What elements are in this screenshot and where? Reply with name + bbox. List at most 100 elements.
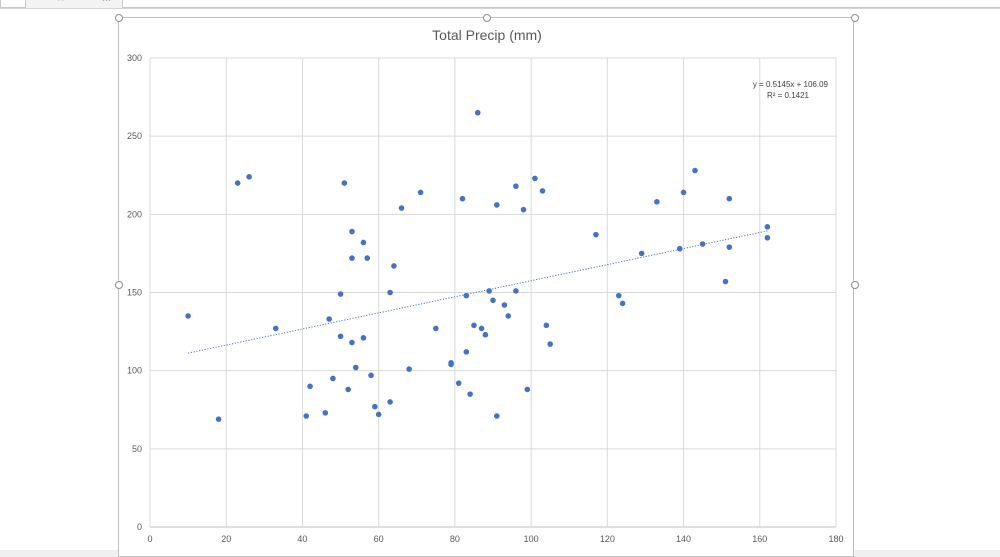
x-tick-label: 20 — [221, 534, 231, 544]
data-point — [337, 333, 344, 340]
resize-handle-top-right[interactable] — [851, 14, 859, 22]
data-point — [185, 313, 191, 319]
data-point — [494, 202, 500, 208]
x-tick-label: 60 — [374, 534, 384, 544]
resize-handle-right[interactable] — [851, 281, 859, 289]
data-point — [699, 241, 706, 247]
y-tick-label: 150 — [127, 288, 142, 298]
data-point — [593, 231, 599, 238]
data-point — [471, 322, 477, 329]
data-point — [482, 331, 489, 338]
data-point — [726, 244, 733, 250]
cancel-icon[interactable]: × — [57, 0, 65, 4]
data-point — [474, 109, 481, 116]
formula-bar: × ✓ fx — [0, 0, 1000, 9]
data-point — [638, 250, 645, 257]
data-point — [455, 380, 462, 386]
data-point — [463, 349, 470, 355]
data-point — [722, 278, 729, 285]
data-point — [349, 228, 355, 235]
data-point — [513, 288, 519, 294]
data-point — [372, 403, 378, 410]
data-point — [375, 411, 382, 418]
y-tick-label: 200 — [127, 209, 142, 219]
data-point — [524, 386, 531, 393]
data-point — [543, 322, 550, 329]
data-point — [272, 325, 279, 332]
data-point — [547, 341, 553, 347]
data-point — [406, 366, 412, 372]
x-tick-label: 180 — [828, 534, 843, 544]
data-point — [726, 195, 733, 202]
x-tick-label: 40 — [297, 534, 307, 544]
data-point — [539, 188, 546, 194]
data-point — [307, 383, 313, 390]
data-point — [463, 292, 470, 299]
data-point — [341, 180, 348, 186]
data-point — [368, 372, 374, 379]
data-point — [532, 175, 538, 182]
name-box[interactable] — [0, 0, 26, 8]
data-point — [467, 391, 473, 397]
y-tick-label: 300 — [127, 53, 142, 63]
y-tick-label: 100 — [127, 366, 142, 376]
x-tick-label: 160 — [752, 534, 767, 544]
data-point — [330, 375, 336, 382]
data-point — [398, 205, 405, 211]
data-point — [486, 288, 492, 294]
data-point — [215, 416, 222, 422]
data-point — [513, 183, 519, 189]
data-point — [764, 224, 771, 230]
data-point — [246, 174, 252, 180]
trendline — [188, 230, 768, 354]
data-point — [654, 199, 660, 205]
data-point — [360, 239, 367, 246]
data-point — [303, 413, 310, 419]
data-point — [448, 360, 454, 366]
y-tick-label: 250 — [127, 131, 142, 141]
data-point — [520, 206, 527, 213]
insert-function-icon[interactable]: fx — [102, 0, 111, 4]
x-tick-label: 80 — [450, 534, 460, 544]
data-point — [337, 291, 344, 297]
y-tick-label: 50 — [132, 444, 142, 454]
data-point — [505, 313, 512, 319]
chart-title: Total Precip (mm) — [432, 27, 542, 43]
data-point — [322, 410, 329, 416]
resize-handle-left[interactable] — [115, 281, 123, 289]
data-point — [391, 263, 397, 269]
enter-icon[interactable]: ✓ — [80, 0, 88, 4]
formula-input[interactable] — [122, 0, 1000, 8]
data-point — [387, 289, 393, 296]
x-tick-label: 0 — [147, 534, 152, 544]
data-point — [764, 234, 771, 241]
data-point — [501, 302, 508, 308]
data-point — [234, 180, 241, 186]
y-axis-ticks: 0 50 100 150 200 250 300 — [127, 53, 142, 532]
data-point — [349, 339, 355, 346]
data-point — [619, 300, 626, 307]
y-tick-label: 0 — [137, 522, 142, 532]
resize-handle-top[interactable] — [483, 14, 491, 22]
data-point — [680, 189, 687, 196]
data-points — [185, 109, 771, 422]
data-point — [615, 292, 622, 299]
data-point — [345, 386, 351, 393]
data-point — [364, 255, 371, 261]
data-point — [433, 325, 439, 332]
trendline-r-squared: R² = 0.1421 — [767, 91, 810, 100]
data-point — [494, 413, 500, 419]
x-axis-ticks: 0 20 40 60 80 100 120 140 160 180 — [147, 534, 843, 544]
data-point — [417, 189, 424, 196]
data-point — [676, 245, 683, 252]
data-point — [692, 167, 698, 174]
data-point — [387, 399, 393, 405]
data-point — [459, 195, 466, 202]
data-point — [353, 364, 359, 371]
gridlines — [149, 57, 837, 528]
x-tick-label: 120 — [600, 534, 615, 544]
data-point — [478, 325, 485, 332]
data-point — [349, 255, 355, 261]
resize-handle-top-left[interactable] — [115, 14, 123, 22]
